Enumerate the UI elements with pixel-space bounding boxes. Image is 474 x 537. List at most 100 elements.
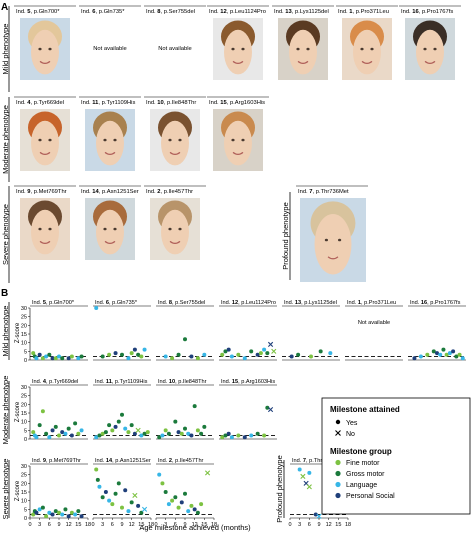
data-point: [34, 510, 39, 515]
data-point: [262, 433, 267, 438]
legend-swatch: [335, 481, 341, 488]
photo-eye-left: [324, 238, 328, 242]
x-tick-label: 18: [85, 522, 91, 528]
photo-eye-left: [103, 138, 107, 142]
individual-label: Ind. 2, p.Ile457Thr: [146, 189, 193, 195]
data-point: [66, 514, 71, 519]
x-tick-label: 6: [48, 522, 51, 528]
data-point: [236, 433, 241, 438]
photo-eye-left: [168, 138, 172, 142]
y-tick-label: 10: [21, 420, 27, 426]
y-tick-label: 15: [21, 411, 27, 417]
data-point: [69, 433, 74, 438]
y-tick-label: 0: [24, 437, 27, 443]
data-point: [139, 510, 144, 515]
photo-eye-right: [48, 47, 52, 51]
individual-label: Ind. 9, p.Met769Thr: [16, 189, 67, 195]
data-point: [31, 430, 36, 435]
individual-cell: Ind. 10, p.Ile848Thr: [144, 96, 206, 171]
data-point: [34, 356, 39, 361]
individual-label: Ind. 6, p.Gln735*: [81, 9, 125, 15]
y-axis-label: Z-score: [15, 480, 21, 501]
data-point: [120, 505, 124, 510]
data-point: [31, 351, 36, 356]
data-point: [199, 431, 204, 436]
data-point: [37, 352, 42, 357]
photo-eye-right: [241, 47, 245, 51]
data-point: [79, 514, 84, 519]
y-tick-label: 25: [21, 394, 27, 400]
data-point: [63, 507, 68, 512]
data-point: [110, 428, 115, 433]
individual-label: Ind. 11, p.Tyr1109His: [81, 100, 135, 106]
data-point: [66, 356, 71, 361]
panel-title: Ind. 10, p.Ile848Thr: [158, 379, 207, 385]
data-point: [425, 352, 430, 357]
photo-eye-left: [360, 47, 364, 51]
data-point: [223, 433, 228, 438]
data-point: [170, 498, 175, 503]
data-point: [438, 352, 443, 357]
individual-cell: Ind. 11, p.Tyr1109His: [79, 96, 141, 171]
data-point: [255, 352, 260, 357]
photo-eye-right: [433, 47, 437, 51]
photo-eye-right: [306, 47, 310, 51]
photo-eye-right: [370, 47, 374, 51]
photo-eye-left: [231, 138, 235, 142]
data-point: [223, 349, 228, 354]
data-point: [103, 430, 108, 435]
group-label: Profound phenotype: [281, 202, 290, 270]
y-tick-label: 10: [21, 499, 27, 505]
photo-face: [31, 209, 59, 255]
photo-eye-right: [178, 138, 182, 142]
individual-cell: Ind. 9, p.Met769Thr: [14, 185, 76, 260]
data-point: [160, 433, 165, 438]
individual-label: Ind. 10, p.Ile848Thr: [146, 100, 196, 106]
data-point: [173, 495, 178, 500]
group-label: Profound phenotype: [275, 455, 284, 523]
data-point: [229, 354, 234, 359]
individual-label: Ind. 4, p.Tyr669del: [16, 100, 64, 106]
x-tick-label: 3: [298, 522, 301, 528]
data-point-not-attained: [316, 513, 322, 519]
y-tick-label: 15: [21, 490, 27, 496]
data-point-not-attained: [306, 484, 312, 490]
legend-label-group: Fine motor: [346, 460, 380, 467]
photo-face: [96, 120, 124, 166]
data-point: [94, 435, 99, 440]
data-point: [229, 435, 234, 440]
data-point: [176, 430, 181, 435]
subplot: Ind. 13, p.Lys1125del: [282, 300, 340, 361]
individual-cell: Ind. 16, p.Pro1767fs: [399, 5, 461, 80]
x-tick-label: 6: [111, 522, 114, 528]
photo-face: [224, 120, 252, 166]
data-point: [107, 352, 112, 357]
data-point: [53, 356, 58, 361]
legend-swatch: [335, 459, 341, 466]
panel-title: Ind. 2, p.Ile457Thr: [158, 458, 204, 464]
individual-label: Ind. 13, p.Lys1125del: [274, 9, 329, 15]
panel-title: Ind. 1, p.Pro371Leu: [347, 300, 396, 306]
photo-face: [224, 29, 252, 75]
data-point: [69, 354, 74, 359]
photo-face: [314, 213, 352, 275]
data-point: [163, 490, 168, 494]
y-tick-label: 5: [24, 428, 27, 434]
photo-mouth: [104, 151, 116, 155]
photo-eye-right: [338, 238, 342, 242]
photo-eye-right: [178, 227, 182, 231]
data-point: [120, 412, 124, 417]
photo-face: [289, 29, 317, 75]
data-point: [126, 356, 131, 361]
data-point-not-attained: [271, 348, 277, 354]
data-point: [297, 467, 302, 472]
legend-label-group: Language: [346, 482, 377, 489]
data-point: [318, 349, 323, 354]
data-point: [76, 431, 81, 436]
panel-title: Ind. 16, p.Pro1767fs: [410, 300, 461, 306]
subplot: Ind. 6, p.Gln735*: [93, 300, 151, 361]
data-point: [34, 435, 39, 440]
y-tick-label: 25: [21, 473, 27, 479]
subplot: Ind. 4, p.Tyr669del 0 5 10 15 20 25 30: [21, 379, 88, 443]
subplot: Ind. 1, p.Pro371Leu Not available: [345, 300, 403, 361]
